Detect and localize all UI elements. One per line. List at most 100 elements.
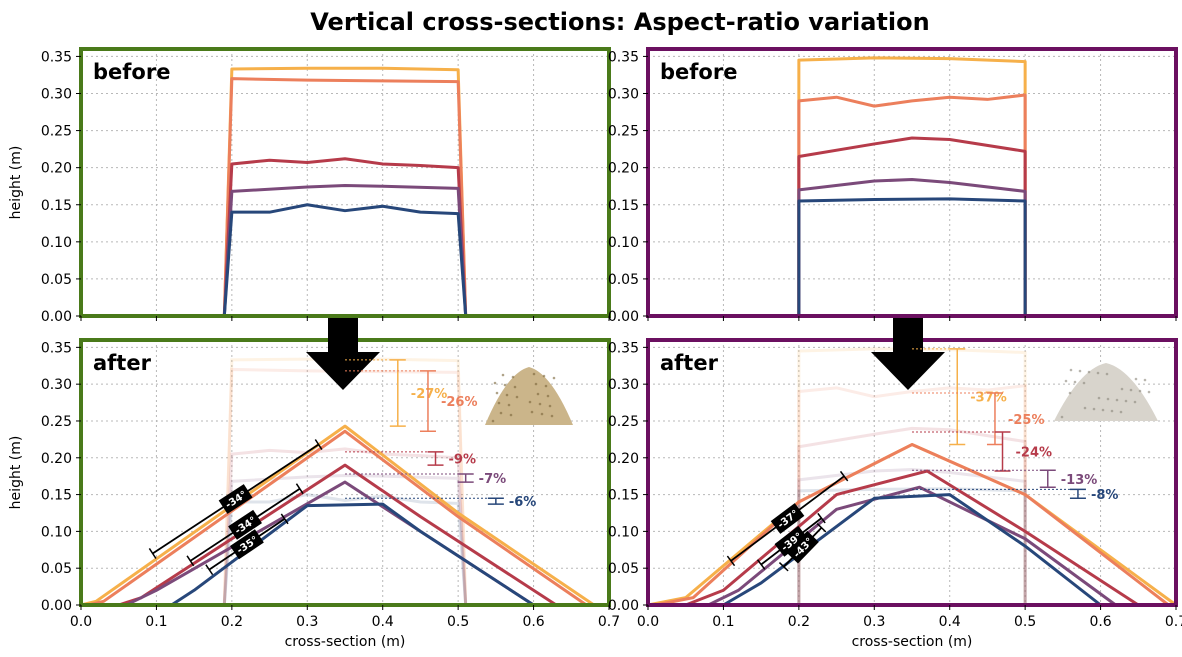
- y-tick-label: 0.00: [41, 309, 72, 325]
- x-tick-label: 0.7: [1165, 614, 1182, 630]
- change-annotation-2: -25%: [912, 392, 1045, 446]
- sand-grain: [1069, 368, 1073, 372]
- series-line-3: [685, 469, 1140, 607]
- series-line-2: [222, 77, 468, 317]
- change-annotation-4: -13%: [912, 469, 1097, 488]
- y-tick-label: 0.10: [608, 235, 639, 251]
- y-axis-label: height (m): [8, 436, 24, 510]
- change-label: -25%: [1008, 413, 1045, 428]
- sand-grain: [550, 414, 554, 418]
- angle-label-box: [228, 509, 262, 540]
- change-annotation-5: -8%: [912, 488, 1118, 503]
- ghost-series-line: [797, 468, 1027, 605]
- y-tick-label: 0.05: [41, 272, 72, 288]
- sand-grain: [1105, 372, 1109, 376]
- y-tick-label: 0.15: [608, 488, 639, 504]
- series-line-5: [797, 197, 1027, 316]
- y-tick-label: 0.20: [608, 161, 639, 177]
- y-tick-label: 0.10: [608, 524, 639, 540]
- slope-end-tick: [756, 559, 766, 570]
- series-line-5: [222, 203, 468, 317]
- y-tick-label: 0.00: [41, 598, 72, 614]
- sand-pile-shape: [1054, 363, 1158, 421]
- y-axis-label: height (m): [8, 146, 24, 220]
- y-tick-label: 0.00: [608, 598, 639, 614]
- panel-left-after: 0.00 0.05 0.10 0.15 0.20 0.25 0.30 0.35 0.0 0.1 0.…: [8, 338, 620, 650]
- sand-grain: [507, 403, 511, 407]
- series-line-5: [170, 502, 535, 607]
- sand-grain: [538, 402, 542, 406]
- sand-grain: [1092, 407, 1096, 411]
- sand-grain: [511, 375, 515, 379]
- x-tick-label: 0.2: [221, 614, 243, 630]
- sand-pile-shape: [485, 367, 573, 425]
- series-line-4: [797, 178, 1027, 316]
- sand-grain: [536, 392, 540, 396]
- ghost-series-line: [222, 473, 468, 606]
- sand-grain: [1096, 371, 1100, 375]
- sand-grain: [1087, 370, 1091, 374]
- sand-grain: [530, 410, 534, 414]
- sand-grain: [1073, 380, 1077, 384]
- plot-layer: 0.00 0.05 0.10 0.15 0.20 0.25 0.30 0.35 before he…: [8, 47, 1182, 650]
- slope-end-tick: [186, 555, 195, 567]
- change-label: -37%: [970, 391, 1007, 406]
- sand-grain: [1119, 410, 1123, 414]
- sand-grain: [1078, 369, 1082, 373]
- ghost-series-line: [222, 493, 468, 606]
- y-tick-label: 0.25: [41, 124, 72, 140]
- y-tick-label: 0.05: [608, 272, 639, 288]
- sand-pile-icon: [1054, 363, 1158, 421]
- sand-pile-icon: [485, 367, 573, 425]
- sand-grain: [1115, 398, 1119, 402]
- change-annotation-1: -37%: [912, 348, 1007, 446]
- x-tick-label: 0.4: [939, 614, 961, 630]
- series-line-2: [88, 429, 588, 607]
- sand-grain: [1068, 391, 1072, 395]
- y-tick-label: 0.20: [608, 451, 639, 467]
- sand-grain: [1138, 389, 1142, 393]
- x-tick-label: 0.1: [145, 614, 167, 630]
- x-tick-label: 0.2: [788, 614, 810, 630]
- sand-grain: [1064, 379, 1068, 383]
- y-tick-label: 0.05: [41, 561, 72, 577]
- change-label: -6%: [509, 495, 536, 510]
- ghost-series-line: [797, 426, 1027, 605]
- sand-grain: [1143, 378, 1147, 382]
- down-arrow-shape: [871, 318, 945, 390]
- slope-end-tick: [778, 562, 789, 572]
- sand-grain: [491, 419, 495, 423]
- change-annotation-4: -7%: [345, 472, 506, 487]
- change-label: -8%: [1091, 488, 1118, 503]
- x-tick-label: 0.0: [637, 614, 659, 630]
- change-label: -26%: [441, 395, 478, 410]
- figure-title: Vertical cross-sections: Aspect-ratio va…: [310, 8, 929, 36]
- ghost-series-line: [222, 447, 468, 606]
- sand-grain: [534, 382, 538, 386]
- down-arrow-icon: [306, 318, 380, 390]
- sand-grain: [499, 411, 503, 415]
- x-tick-label: 0.5: [1014, 614, 1036, 630]
- panel-left-before: 0.00 0.05 0.10 0.15 0.20 0.25 0.30 0.35 before he…: [8, 47, 611, 325]
- sand-grain: [542, 374, 546, 378]
- change-label: -9%: [449, 453, 476, 468]
- y-tick-label: 0.15: [608, 198, 639, 214]
- sand-grain: [1120, 387, 1124, 391]
- y-tick-label: 0.10: [41, 524, 72, 540]
- x-axis-label: cross-section (m): [285, 634, 406, 650]
- panel-right-before: 0.00 0.05 0.10 0.15 0.20 0.25 0.30 0.35 before: [608, 47, 1178, 325]
- slope-end-tick: [726, 555, 736, 567]
- sand-grain: [546, 394, 550, 398]
- sand-grain: [1129, 388, 1133, 392]
- series-line-4: [222, 183, 468, 317]
- series-line-3: [797, 136, 1027, 316]
- y-tick-label: 0.35: [41, 340, 72, 356]
- change-label: -7%: [479, 472, 506, 487]
- series-line-5: [722, 493, 1102, 607]
- sand-grain: [544, 384, 548, 388]
- angle-label-box: [770, 503, 805, 534]
- sand-grain: [501, 373, 505, 377]
- x-tick-label: 0.1: [712, 614, 734, 630]
- sand-grain: [513, 385, 517, 389]
- sand-grain: [495, 391, 499, 395]
